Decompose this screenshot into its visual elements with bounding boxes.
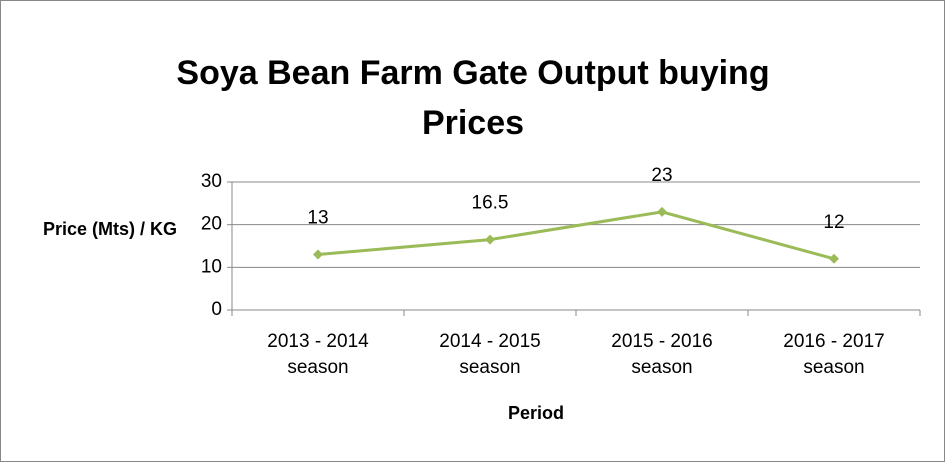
data-label: 12 [823,212,844,233]
marker [657,206,667,217]
marker [313,249,323,260]
marker [485,234,495,245]
data-label: 16.5 [472,193,509,214]
x-tick-label: 2013 - 2014 season [267,331,369,378]
x-tick-label: 2014 - 2015 season [439,331,541,378]
y-tick-label: 30 [201,171,222,192]
x-axis-label: Period [507,403,564,423]
y-tick-label: 0 [211,299,222,320]
y-tick-label: 10 [201,256,222,277]
data-label: 23 [651,165,672,186]
x-tick-label: 2015 - 2016 season [611,331,713,378]
y-axis-label: Price (Mts) / KG [42,219,178,239]
chart-title: Soya Bean Farm Gate Output buying Prices [176,54,770,142]
marker [829,253,839,264]
y-tick-label: 20 [201,214,222,235]
data-label: 13 [307,208,328,229]
x-tick-label: 2016 - 2017 season [783,331,885,378]
line [317,210,835,261]
